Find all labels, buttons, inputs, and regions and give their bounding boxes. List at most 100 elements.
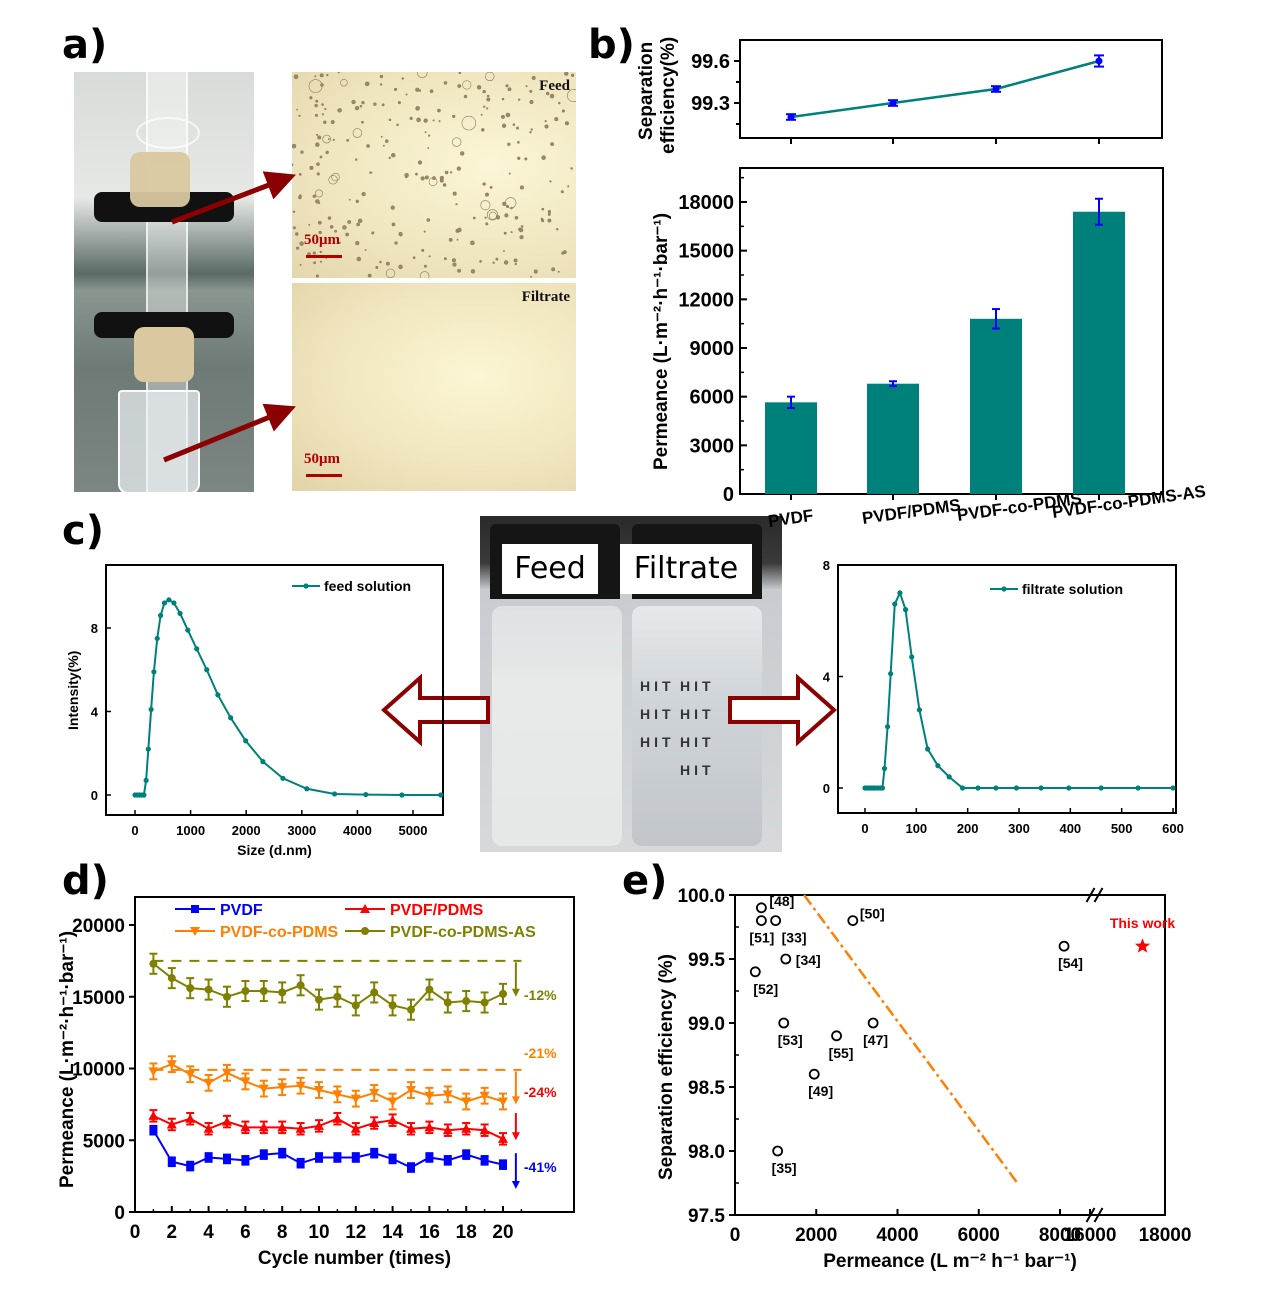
droplet [312, 251, 316, 255]
chart-filtrate-dls: 0 100 200 300 400 500 600 0 4 8 filtrate solution [823, 558, 1184, 836]
feed-vial-label: Feed [502, 544, 598, 594]
droplet [292, 226, 296, 230]
data-point [499, 989, 507, 998]
point-label: [53] [778, 1032, 803, 1048]
droplet [356, 256, 362, 262]
x-tick-label: 18 [456, 1222, 477, 1243]
y-axis-label-line2: efficiency(%) [658, 37, 679, 154]
droplet [486, 209, 499, 221]
droplet [396, 123, 399, 127]
data-point [177, 610, 183, 616]
droplet [486, 107, 489, 110]
droplet [503, 231, 507, 235]
literature-point [756, 915, 767, 926]
axis-break-mark [1093, 1207, 1104, 1223]
bottle-text: HIT [680, 762, 715, 778]
droplet [570, 73, 575, 77]
droplet [391, 152, 396, 158]
data-point [369, 1118, 380, 1128]
data-point [1013, 785, 1020, 791]
droplet [346, 138, 350, 142]
x-tick-label: 6 [240, 1222, 251, 1243]
droplet [457, 268, 461, 273]
droplet [456, 238, 459, 241]
data-point [498, 1133, 508, 1143]
data-point [186, 984, 195, 993]
droplet [357, 218, 363, 224]
data-point [185, 627, 191, 633]
droplet [507, 87, 512, 92]
droplet [495, 257, 499, 261]
droplet [428, 255, 431, 258]
point-label: [52] [753, 981, 778, 997]
droplet [549, 93, 555, 99]
data-point [387, 1115, 398, 1125]
droplet [519, 235, 524, 240]
droplet [398, 264, 403, 270]
y-tick-label: 18000 [678, 192, 734, 214]
y-tick-label: 8 [823, 558, 830, 573]
data-point [277, 1122, 288, 1132]
droplet [483, 105, 486, 108]
droplet [391, 222, 396, 227]
droplet [321, 113, 324, 116]
data-point [387, 1097, 398, 1107]
droplet [293, 74, 299, 80]
droplet [390, 205, 395, 210]
droplet [561, 109, 565, 113]
data-point [399, 792, 405, 798]
droplet [476, 85, 482, 90]
legend-marker [1001, 586, 1007, 592]
data-point [215, 692, 221, 698]
data-point [166, 1060, 177, 1070]
droplet [533, 269, 538, 274]
literature-point [770, 915, 782, 926]
droplet [564, 121, 570, 126]
droplet [300, 150, 304, 154]
droplet [299, 241, 304, 246]
droplet [320, 260, 323, 263]
scale-bar [306, 255, 342, 258]
x-axis-label: Permeance (L m⁻² h⁻¹ bar⁻¹) [823, 1251, 1077, 1272]
bottle-text: HIT [640, 734, 675, 750]
legend-label: filtrate solution [1022, 581, 1123, 597]
literature-point [847, 915, 859, 926]
legend-label: PVDF [220, 902, 263, 919]
droplet [327, 216, 332, 220]
data-point [259, 1150, 268, 1159]
droplet [351, 99, 356, 105]
droplet [479, 260, 482, 263]
droplet [308, 223, 311, 226]
droplet [314, 189, 323, 198]
data-point [975, 785, 981, 791]
data-point [425, 985, 434, 994]
data-point [204, 667, 210, 673]
droplet [309, 165, 314, 170]
droplet [510, 206, 513, 210]
data-point [243, 738, 249, 744]
droplet [292, 143, 297, 149]
literature-point [780, 953, 792, 965]
droplet [501, 97, 505, 101]
data-point [787, 113, 795, 121]
point-label: [54] [1058, 955, 1083, 971]
x-tick-label: 2 [167, 1222, 178, 1243]
droplet [549, 180, 552, 183]
data-point [406, 1086, 416, 1096]
data-point [204, 1153, 213, 1162]
droplet [561, 251, 565, 255]
droplet [505, 84, 509, 88]
legend-label: PVDF-co-PDMS [220, 924, 339, 941]
droplet [506, 205, 509, 208]
droplet [339, 241, 341, 244]
data-point [151, 669, 157, 675]
data-point [258, 1122, 269, 1132]
droplet [324, 107, 327, 110]
droplet [451, 137, 462, 147]
data-point [280, 775, 286, 781]
droplet [404, 173, 409, 178]
droplet [551, 267, 556, 272]
droplet [432, 176, 436, 180]
chart-feed-dls: 0 1000 2000 3000 4000 5000 0 4 8 feed solution Siz… [65, 564, 444, 858]
droplet [314, 103, 318, 108]
